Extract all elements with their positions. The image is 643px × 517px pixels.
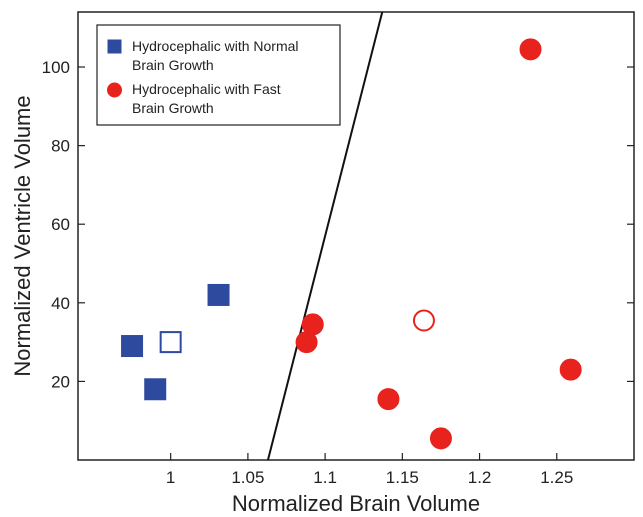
- y-tick-label: 80: [51, 137, 70, 156]
- fast-growth-point: [519, 38, 542, 61]
- legend-label: Brain Growth: [132, 100, 214, 116]
- legend-circle-marker: [107, 82, 122, 98]
- legend-square-marker: [107, 39, 122, 54]
- decision-boundary-line: [266, 11, 384, 461]
- x-tick-label: 1.1: [313, 468, 337, 487]
- x-tick-label: 1.25: [540, 468, 573, 487]
- fast-growth-point: [301, 313, 324, 336]
- x-tick-label: 1.05: [231, 468, 264, 487]
- normal-growth-point: [144, 378, 167, 401]
- y-tick-label: 20: [51, 372, 70, 391]
- y-tick-label: 40: [51, 294, 70, 313]
- plot-area-frame: [77, 11, 635, 461]
- x-tick-label: 1.2: [468, 468, 492, 487]
- y-axis-title: Normalized Ventricle Volume: [10, 95, 35, 376]
- fast-growth-point-hollow: [412, 309, 435, 332]
- fast-growth-point: [429, 427, 452, 450]
- x-tick-label: 1: [166, 468, 175, 487]
- y-tick-label: 100: [42, 58, 70, 77]
- y-tick-label: 60: [51, 215, 70, 234]
- normal-growth-point-hollow: [159, 331, 182, 354]
- fast-growth-point: [559, 358, 582, 381]
- normal-growth-point: [121, 335, 144, 358]
- normal-growth-point: [207, 283, 230, 306]
- legend-label: Brain Growth: [132, 57, 214, 73]
- x-tick-label: 1.15: [386, 468, 419, 487]
- legend-box: [96, 24, 341, 126]
- fast-growth-point: [377, 388, 400, 411]
- legend-label: Hydrocephalic with Normal: [132, 38, 299, 54]
- x-axis-title: Normalized Brain Volume: [232, 491, 480, 516]
- legend-label: Hydrocephalic with Fast: [132, 81, 281, 97]
